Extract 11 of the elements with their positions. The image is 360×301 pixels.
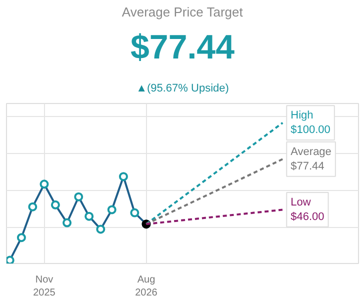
series-label: High xyxy=(290,110,314,122)
x-tick-label: Aug 2026 xyxy=(135,274,158,299)
x-tick-label: Nov 2025 xyxy=(33,274,56,299)
data-label: $100.00 xyxy=(290,124,330,136)
series-label: Average xyxy=(290,146,332,158)
text: ▲(95.67% Upside) xyxy=(136,82,229,94)
data-label: $46.00 xyxy=(290,210,324,223)
data-label: $77.44 xyxy=(290,160,324,172)
chart-subtitle: $77.44 xyxy=(130,28,235,66)
series-label: Low xyxy=(290,196,311,209)
chart-title: Average Price Target xyxy=(122,4,244,20)
